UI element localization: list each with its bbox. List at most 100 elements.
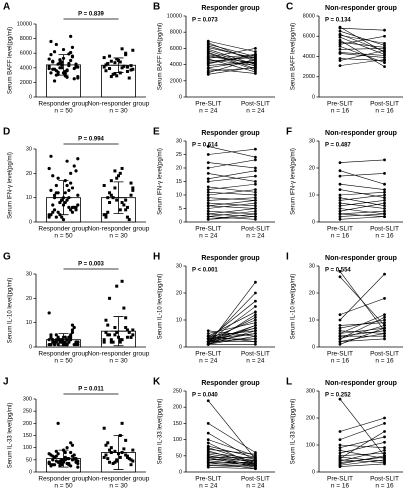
data-point <box>70 330 75 334</box>
pair-line <box>208 189 256 196</box>
data-point <box>115 330 119 334</box>
panel-letter: A <box>3 2 10 13</box>
data-point <box>111 340 115 344</box>
data-point <box>54 69 58 73</box>
data-point <box>70 54 75 58</box>
data-point <box>67 340 71 344</box>
data-point <box>131 67 135 71</box>
data-point <box>72 457 76 461</box>
data-point <box>113 61 117 65</box>
data-point <box>54 333 58 337</box>
y-tick-label: 2000 <box>303 74 315 80</box>
post-point <box>383 462 386 466</box>
x-tick-label: Pre-SLIT <box>195 476 221 483</box>
y-axis-label: Serum BAFF level(pg/ml) <box>291 23 297 90</box>
pre-point <box>338 40 342 44</box>
data-point <box>49 342 53 347</box>
data-point <box>108 67 112 71</box>
y-tick-label: 0 <box>312 469 315 475</box>
x-tick-label: Responder group <box>38 226 89 233</box>
pre-point <box>338 25 342 29</box>
pair-line <box>208 202 256 209</box>
n-label: n = 30 <box>109 358 128 365</box>
post-point <box>383 315 386 319</box>
data-point <box>115 74 119 78</box>
data-point <box>76 461 80 466</box>
pair-line <box>208 330 256 337</box>
data-point <box>108 54 112 58</box>
pre-point <box>338 33 342 37</box>
pair-line <box>208 455 256 463</box>
data-point <box>65 198 69 202</box>
y-tick-label: 30 <box>309 263 315 269</box>
data-point <box>106 62 110 66</box>
x-tick-label: Post-SLIT <box>241 101 270 108</box>
pair-line <box>339 58 385 61</box>
panel-letter: L <box>286 377 292 388</box>
y-tick-label: 8000 <box>170 30 182 36</box>
pre-point <box>206 193 210 197</box>
data-point <box>51 59 55 63</box>
data-point <box>63 200 67 205</box>
post-point <box>254 204 257 208</box>
pair-line <box>208 460 256 466</box>
error-bar <box>55 333 72 347</box>
n-label: n = 24 <box>246 108 265 115</box>
pair-line <box>208 58 256 73</box>
pre-point <box>338 332 342 335</box>
y-tick-label: 150 <box>23 433 32 439</box>
post-point <box>383 204 386 208</box>
panel-letter: I <box>286 252 289 263</box>
data-point <box>47 166 51 171</box>
pair-line <box>339 459 385 466</box>
pair-line <box>339 202 385 212</box>
post-point <box>254 332 257 335</box>
data-point <box>102 426 106 430</box>
n-label: n = 50 <box>54 358 73 365</box>
pair-line <box>339 173 385 177</box>
data-point <box>108 296 112 300</box>
data-point <box>125 215 129 219</box>
data-point <box>118 208 122 212</box>
pre-point <box>206 190 210 194</box>
pre-point <box>206 422 210 425</box>
pre-point <box>338 212 342 216</box>
y-axis-label: Serum IFN-γ level(pg/ml) <box>291 148 297 215</box>
post-point <box>383 158 386 162</box>
data-point <box>127 330 131 334</box>
pair-line <box>208 183 256 190</box>
post-point <box>254 318 257 322</box>
y-tick-label: 30 <box>309 138 315 144</box>
post-point <box>383 458 386 462</box>
y-tick-label: 100 <box>173 437 182 443</box>
data-point <box>69 441 73 445</box>
y-tick-label: 2000 <box>20 80 32 86</box>
data-point <box>129 193 133 197</box>
post-point <box>383 337 386 341</box>
pair-line <box>339 213 385 217</box>
y-axis-label: Serum BAFF level(pg/ml) <box>158 23 164 90</box>
data-point <box>74 208 78 212</box>
data-point <box>51 67 55 71</box>
post-point <box>254 188 257 192</box>
panel-letter: H <box>153 252 160 263</box>
data-point <box>109 446 113 450</box>
pre-point <box>206 465 210 469</box>
y-tick-label: 150 <box>173 421 182 427</box>
p-value: P = 0.839 <box>78 12 104 18</box>
post-point <box>383 59 386 62</box>
data-point <box>65 183 69 188</box>
data-point <box>111 72 115 76</box>
data-point <box>118 340 122 344</box>
data-point <box>117 174 120 178</box>
x-tick-label: Responder group <box>38 476 89 483</box>
pair-line <box>208 66 256 75</box>
data-point <box>70 45 75 49</box>
error-bar <box>55 54 72 76</box>
y-tick-label: 10 <box>26 195 32 201</box>
post-point <box>383 51 386 54</box>
pre-point <box>206 212 210 216</box>
data-point <box>52 208 57 212</box>
n-label: n = 50 <box>54 233 73 240</box>
data-point <box>60 215 64 219</box>
